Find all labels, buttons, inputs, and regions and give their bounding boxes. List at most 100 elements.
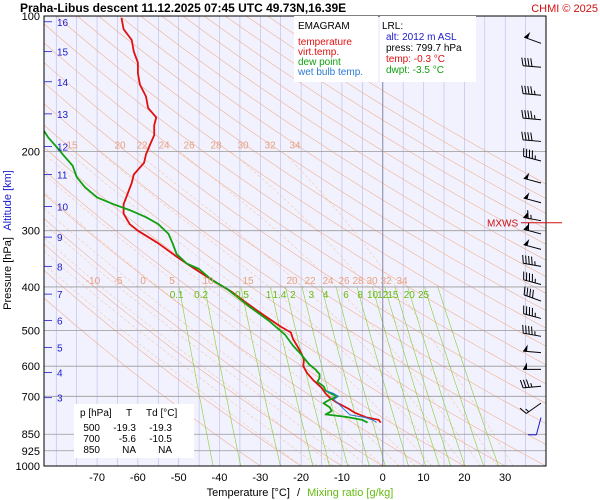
moist-adiabat-line	[179, 151, 481, 466]
wetbulb-line	[325, 390, 377, 423]
adiabat-label-upper: 22	[136, 140, 148, 151]
mixing-ratio-label: 25	[418, 290, 430, 301]
mixing-ratio-label: 4	[323, 290, 329, 301]
y-tick-label: 700	[22, 391, 40, 403]
wind-barb-pennant	[523, 192, 530, 200]
wind-barb	[523, 222, 542, 235]
x-axis-title-mixing: Mixing ratio [g/kg]	[307, 487, 393, 499]
wind-barb-staff	[535, 417, 542, 435]
mixing-ratio-label: 12	[377, 290, 389, 301]
wind-barb-flag	[527, 58, 530, 67]
x-axis-title: Temperature [°C] / Mixing ratio [g/kg]	[207, 487, 394, 499]
wind-barb-flag	[525, 325, 527, 334]
wind-barb-flag	[522, 254, 524, 264]
wind-barb-flag	[525, 379, 530, 388]
wind-barb-half-flag	[525, 408, 530, 413]
series-lines	[44, 17, 382, 424]
wind-barb-flag	[530, 58, 533, 67]
wind-barb-flag	[527, 132, 530, 141]
table-header-t: T	[126, 408, 132, 419]
wind-barb-flag	[525, 255, 527, 264]
wind-barb-half-flag	[530, 382, 533, 388]
wind-barb-half-flag	[533, 115, 536, 120]
y-tick-label: 200	[22, 146, 40, 158]
y-axis-title-pressure: Pressure [hPa]	[2, 237, 14, 310]
wind-barb-half-flag	[533, 90, 536, 95]
wind-barb-flag	[527, 110, 530, 119]
lrl-title: LRL:	[382, 21, 403, 32]
adiabat-label-upper: 24	[158, 140, 170, 151]
moist-adiabat-line	[98, 151, 449, 466]
x-axis-title-temp: Temperature [°C]	[207, 487, 290, 499]
y-tick-label: 925	[22, 446, 40, 458]
altitude-label: 6	[57, 317, 63, 328]
adiabat-label-lower: 15	[242, 276, 254, 287]
lrl-alt: alt: 2012 m ASL	[386, 32, 457, 43]
altitude-label: 11	[57, 170, 68, 181]
dry-adiabat-line	[44, 62, 546, 404]
mixing-ratio-label: 6	[343, 290, 349, 301]
credit-label: CHMI © 2025	[531, 3, 598, 15]
lrl-press: press: 799.7 hPa	[386, 43, 462, 54]
wind-barb	[521, 131, 542, 142]
altitude-label: 13	[57, 110, 69, 121]
altitude-label: 16	[57, 18, 69, 29]
axis-labels: -70 -60 -50 -40 -30 -20 -10 0 10 20 30100200300400…	[16, 11, 512, 484]
lrl-temp: temp: -0.3 °C	[386, 54, 445, 65]
adiabat-label-lower: 30	[366, 276, 378, 287]
adiabat-label-lower: 32	[380, 276, 392, 287]
dry-adiabat-line	[225, 16, 546, 214]
x-tick-label: 0	[380, 472, 386, 484]
dry-adiabat-line	[44, 23, 546, 366]
wind-barb	[519, 379, 542, 389]
wind-barb-pennant	[523, 344, 528, 352]
adiabat-label-upper: 34	[289, 140, 301, 151]
table-header-p: p [hPa]	[80, 408, 112, 419]
table-row-850-td: NA	[158, 445, 172, 456]
wind-barb-flag	[519, 379, 524, 389]
wind-barb-flag	[526, 287, 529, 296]
mixing-ratio-label: 15	[387, 290, 399, 301]
table-row-500-p: 500	[83, 423, 100, 434]
dry-adiabat-line	[182, 16, 546, 245]
x-tick-label: -30	[252, 472, 268, 484]
altitude-label: 8	[57, 262, 63, 273]
y-axis-title: Pressure [hPa] Altitude [km]	[2, 170, 14, 310]
adiabat-label-lower: -10	[86, 276, 101, 287]
wind-barb-flag	[527, 85, 530, 95]
altitude-label: 9	[57, 233, 63, 244]
wind-barb-staff	[523, 197, 542, 204]
wind-barb-flag	[531, 256, 533, 265]
adiabat-label-lower: 22	[304, 276, 316, 287]
wind-barb	[523, 286, 542, 302]
wind-barb-pennant	[523, 172, 530, 180]
wind-barb	[519, 402, 542, 414]
wind-barb-staff	[523, 350, 542, 354]
dry-adiabat-line	[98, 16, 546, 311]
wind-barb-flag	[522, 379, 527, 388]
wind-barb-staff	[523, 244, 542, 250]
wind-barb-flag	[521, 85, 524, 94]
wind-barb-flag	[521, 109, 524, 119]
x-tick-label: -10	[334, 472, 350, 484]
wind-barb	[523, 192, 542, 204]
wind-barb-pennant	[523, 223, 530, 231]
dewpoint-line	[44, 130, 369, 424]
adiabat-label-upper: 30	[237, 140, 249, 151]
adiabat-label-upper: 20	[114, 140, 126, 151]
wind-barb	[521, 85, 542, 96]
mixing-ratio-label: 3	[309, 290, 315, 301]
lrl-dwpt: dwpt: -3.5 °C	[386, 65, 444, 76]
wind-barb	[523, 271, 542, 285]
wind-barb	[523, 31, 542, 44]
grid-lines	[44, 16, 546, 466]
lrl-box: LRL: alt: 2012 m ASL press: 799.7 hPa te…	[380, 16, 476, 82]
moist-adiabat-line	[135, 151, 465, 466]
wind-barb-flag	[523, 286, 526, 295]
mixing-ratio-label: 2	[290, 290, 296, 301]
sounding-table: p [hPa] T Td [°C] 500 -19.3 -19.3 700 -5…	[74, 404, 194, 458]
adiabat-label-upper: 26	[183, 140, 195, 151]
altitude-label: 4	[57, 369, 63, 380]
adiabat-label-lower: 5	[169, 276, 175, 287]
table-row-700-p: 700	[83, 434, 100, 445]
